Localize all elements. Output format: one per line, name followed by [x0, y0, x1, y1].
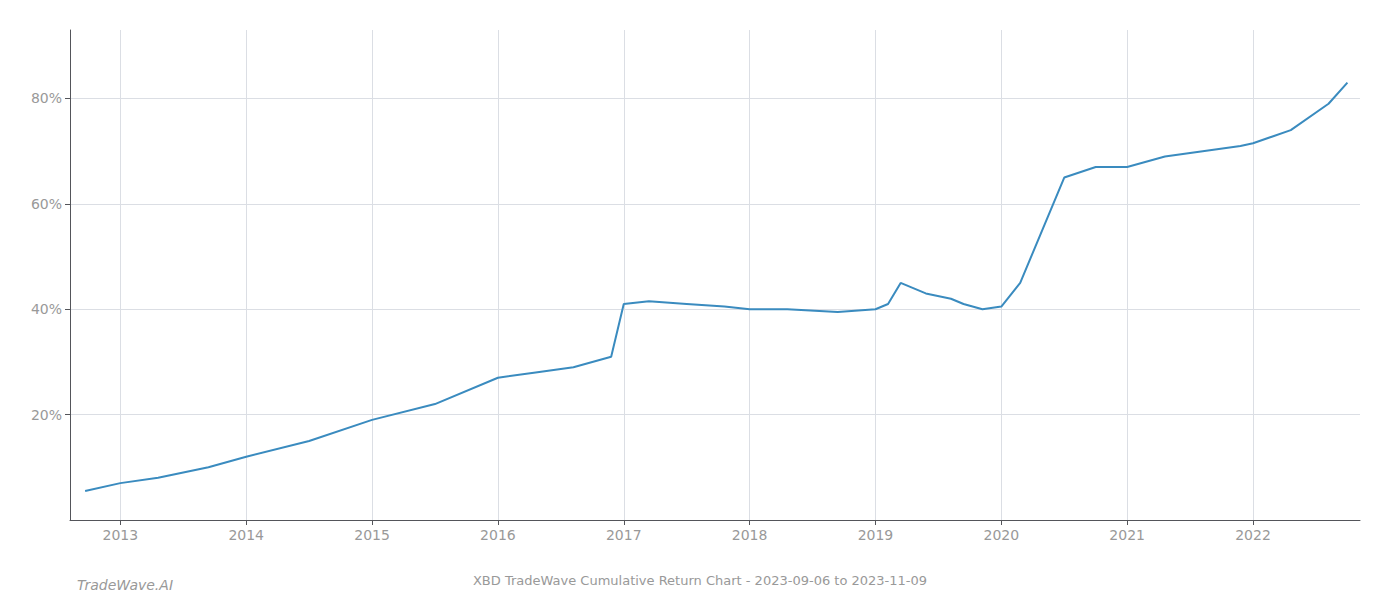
- svg-text:2022: 2022: [1235, 527, 1271, 543]
- svg-text:2016: 2016: [480, 527, 516, 543]
- svg-text:2021: 2021: [1109, 527, 1145, 543]
- svg-text:2013: 2013: [103, 527, 139, 543]
- svg-text:2015: 2015: [354, 527, 390, 543]
- svg-text:2017: 2017: [606, 527, 642, 543]
- svg-text:2019: 2019: [858, 527, 894, 543]
- svg-text:2014: 2014: [228, 527, 264, 543]
- svg-text:60%: 60%: [31, 196, 62, 212]
- svg-text:XBD TradeWave Cumulative Retur: XBD TradeWave Cumulative Return Chart - …: [473, 573, 927, 588]
- svg-text:40%: 40%: [31, 301, 62, 317]
- svg-text:20%: 20%: [31, 407, 62, 423]
- svg-text:80%: 80%: [31, 90, 62, 106]
- svg-text:2020: 2020: [983, 527, 1019, 543]
- svg-text:TradeWave.AI: TradeWave.AI: [77, 577, 173, 593]
- svg-text:2018: 2018: [732, 527, 768, 543]
